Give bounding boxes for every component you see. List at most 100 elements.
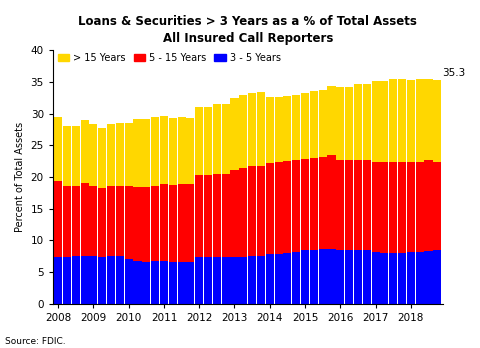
Bar bbox=[168, 184, 177, 262]
Bar bbox=[98, 128, 106, 188]
Bar bbox=[389, 162, 397, 253]
Bar bbox=[354, 84, 362, 160]
Bar bbox=[327, 249, 336, 303]
Bar bbox=[372, 163, 380, 252]
Bar bbox=[81, 120, 89, 183]
Bar bbox=[257, 166, 265, 256]
Bar bbox=[319, 249, 327, 303]
Bar bbox=[292, 252, 300, 303]
Legend: > 15 Years, 5 - 15 Years, 3 - 5 Years: > 15 Years, 5 - 15 Years, 3 - 5 Years bbox=[58, 53, 281, 63]
Bar bbox=[389, 253, 397, 303]
Bar bbox=[178, 262, 186, 303]
Bar bbox=[336, 250, 344, 303]
Bar bbox=[63, 126, 71, 187]
Title: Loans & Securities > 3 Years as a % of Total Assets
All Insured Call Reporters: Loans & Securities > 3 Years as a % of T… bbox=[78, 15, 417, 45]
Bar bbox=[89, 187, 97, 256]
Bar bbox=[275, 162, 283, 254]
Bar bbox=[266, 254, 274, 303]
Bar bbox=[125, 123, 133, 187]
Bar bbox=[204, 257, 212, 303]
Bar bbox=[319, 157, 327, 249]
Bar bbox=[107, 256, 115, 303]
Bar bbox=[283, 253, 291, 303]
Bar bbox=[195, 257, 203, 303]
Bar bbox=[248, 166, 256, 256]
Bar bbox=[416, 162, 424, 252]
Bar bbox=[354, 160, 362, 250]
Bar bbox=[416, 79, 424, 162]
Bar bbox=[416, 252, 424, 303]
Bar bbox=[186, 118, 194, 184]
Bar bbox=[248, 93, 256, 166]
Bar bbox=[310, 91, 318, 158]
Bar bbox=[213, 257, 221, 303]
Bar bbox=[54, 117, 62, 181]
Text: 35.3: 35.3 bbox=[442, 68, 465, 78]
Bar bbox=[239, 168, 247, 257]
Bar bbox=[372, 252, 380, 303]
Bar bbox=[54, 257, 62, 303]
Bar bbox=[345, 250, 353, 303]
Bar bbox=[178, 184, 186, 262]
Bar bbox=[54, 181, 62, 257]
Bar bbox=[204, 107, 212, 175]
Bar bbox=[178, 117, 186, 184]
Bar bbox=[327, 86, 336, 156]
Bar bbox=[151, 117, 159, 187]
Bar bbox=[248, 256, 256, 303]
Bar bbox=[107, 124, 115, 187]
Bar bbox=[81, 183, 89, 256]
Bar bbox=[230, 257, 239, 303]
Bar bbox=[275, 254, 283, 303]
Bar bbox=[283, 96, 291, 161]
Bar bbox=[125, 187, 133, 259]
Bar bbox=[283, 161, 291, 253]
Y-axis label: Percent of Total Assets: Percent of Total Assets bbox=[15, 122, 25, 232]
Bar bbox=[63, 257, 71, 303]
Bar bbox=[345, 160, 353, 250]
Bar bbox=[310, 250, 318, 303]
Bar bbox=[257, 256, 265, 303]
Bar bbox=[125, 259, 133, 303]
Bar bbox=[319, 89, 327, 157]
Bar bbox=[398, 162, 406, 253]
Bar bbox=[292, 160, 300, 252]
Bar bbox=[407, 163, 415, 252]
Bar bbox=[301, 159, 309, 250]
Bar bbox=[389, 79, 397, 162]
Bar bbox=[345, 87, 353, 160]
Bar bbox=[372, 81, 380, 163]
Bar bbox=[239, 95, 247, 168]
Bar bbox=[363, 84, 371, 160]
Bar bbox=[336, 87, 344, 160]
Bar bbox=[354, 250, 362, 303]
Bar bbox=[107, 187, 115, 256]
Bar bbox=[213, 104, 221, 174]
Bar bbox=[98, 257, 106, 303]
Bar bbox=[81, 256, 89, 303]
Bar bbox=[133, 261, 142, 303]
Bar bbox=[433, 250, 441, 303]
Bar bbox=[424, 160, 432, 251]
Bar bbox=[433, 162, 441, 250]
Bar bbox=[98, 188, 106, 257]
Bar bbox=[142, 187, 150, 262]
Bar bbox=[433, 80, 441, 162]
Bar bbox=[407, 80, 415, 163]
Bar bbox=[160, 184, 168, 261]
Bar bbox=[133, 187, 142, 261]
Bar bbox=[398, 253, 406, 303]
Bar bbox=[151, 261, 159, 303]
Bar bbox=[230, 98, 239, 170]
Bar bbox=[266, 97, 274, 163]
Bar bbox=[310, 158, 318, 250]
Bar bbox=[292, 95, 300, 160]
Bar bbox=[63, 187, 71, 257]
Bar bbox=[213, 174, 221, 257]
Bar bbox=[266, 163, 274, 254]
Bar bbox=[89, 124, 97, 187]
Bar bbox=[151, 187, 159, 261]
Bar bbox=[116, 256, 124, 303]
Bar bbox=[72, 256, 80, 303]
Bar bbox=[89, 256, 97, 303]
